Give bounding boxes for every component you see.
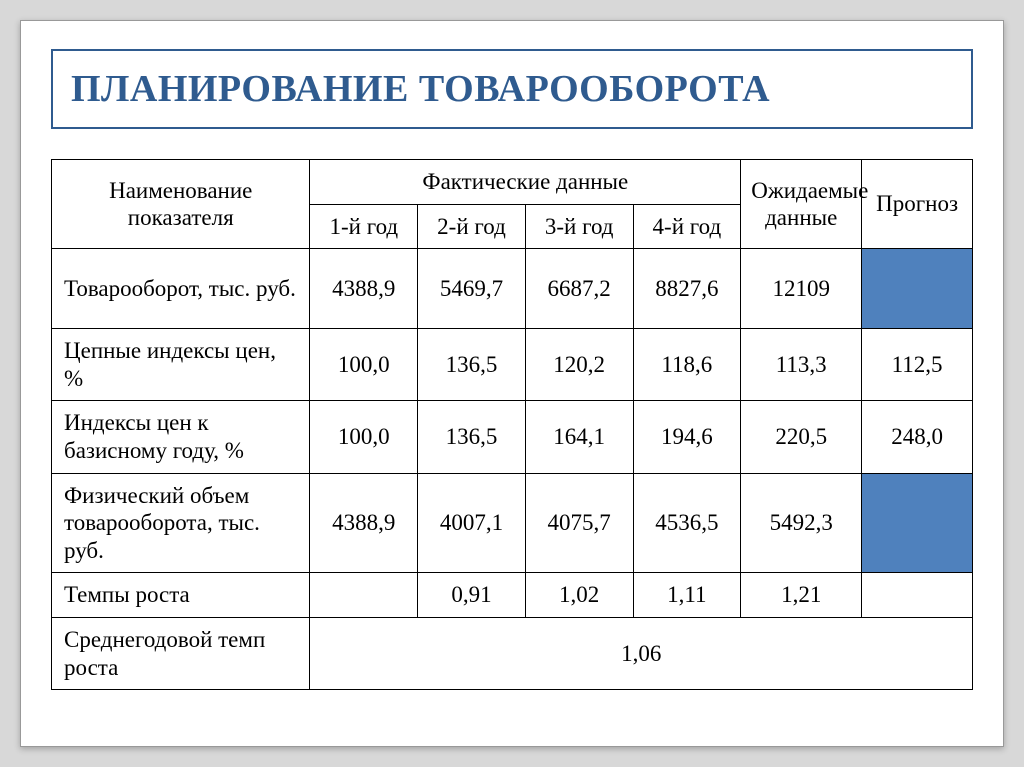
- table-row: Темпы роста 0,91 1,02 1,11 1,21: [52, 573, 973, 618]
- cell: 100,0: [310, 401, 418, 473]
- cell: 164,1: [525, 401, 633, 473]
- cell: 1,02: [525, 573, 633, 618]
- col-header-factual: Фактические данные: [310, 160, 741, 205]
- table-row: Физический объем товарооборота, тыс. руб…: [52, 473, 973, 573]
- col-header-expected: Ожидаемые данные: [741, 160, 862, 249]
- cell: 6687,2: [525, 249, 633, 329]
- row-label: Темпы роста: [52, 573, 310, 618]
- cell: [310, 573, 418, 618]
- table-row: Индексы цен к базисному году, % 100,0 13…: [52, 401, 973, 473]
- cell: 220,5: [741, 401, 862, 473]
- col-header-year-2: 2-й год: [418, 204, 526, 249]
- cell: 112,5: [862, 329, 973, 401]
- col-header-year-4: 4-й год: [633, 204, 741, 249]
- cell: 1,21: [741, 573, 862, 618]
- cell: 136,5: [418, 329, 526, 401]
- title-box: ПЛАНИРОВАНИЕ ТОВАРООБОРОТА: [51, 49, 973, 129]
- data-table: Наименование показателя Фактические данн…: [51, 159, 973, 690]
- cell: 4388,9: [310, 249, 418, 329]
- table-row: Цепные индексы цен, % 100,0 136,5 120,2 …: [52, 329, 973, 401]
- cell-forecast-blue: [862, 473, 973, 573]
- col-header-year-3: 3-й год: [525, 204, 633, 249]
- row-label: Цепные индексы цен, %: [52, 329, 310, 401]
- cell: 5492,3: [741, 473, 862, 573]
- cell: 12109: [741, 249, 862, 329]
- cell: 4007,1: [418, 473, 526, 573]
- cell: 5469,7: [418, 249, 526, 329]
- cell: 4075,7: [525, 473, 633, 573]
- cell: 1,11: [633, 573, 741, 618]
- row-label: Товарооборот, тыс. руб.: [52, 249, 310, 329]
- slide: ПЛАНИРОВАНИЕ ТОВАРООБОРОТА Наименование …: [20, 20, 1004, 747]
- summary-value: 1,06: [310, 617, 973, 689]
- cell: 120,2: [525, 329, 633, 401]
- cell: 194,6: [633, 401, 741, 473]
- col-header-label: Наименование показателя: [52, 160, 310, 249]
- row-label: Индексы цен к базисному году, %: [52, 401, 310, 473]
- slide-title: ПЛАНИРОВАНИЕ ТОВАРООБОРОТА: [71, 67, 953, 111]
- cell: 136,5: [418, 401, 526, 473]
- summary-label: Среднегодовой темп роста: [52, 617, 310, 689]
- col-header-year-1: 1-й год: [310, 204, 418, 249]
- cell-forecast-blue: [862, 249, 973, 329]
- cell: 248,0: [862, 401, 973, 473]
- cell: [862, 573, 973, 618]
- cell: 100,0: [310, 329, 418, 401]
- col-header-forecast: Прогноз: [862, 160, 973, 249]
- cell: 118,6: [633, 329, 741, 401]
- table-row: Товарооборот, тыс. руб. 4388,9 5469,7 66…: [52, 249, 973, 329]
- cell: 8827,6: [633, 249, 741, 329]
- cell: 113,3: [741, 329, 862, 401]
- row-label: Физический объем товарооборота, тыс. руб…: [52, 473, 310, 573]
- cell: 0,91: [418, 573, 526, 618]
- table-header-row-1: Наименование показателя Фактические данн…: [52, 160, 973, 205]
- table-summary-row: Среднегодовой темп роста 1,06: [52, 617, 973, 689]
- cell: 4388,9: [310, 473, 418, 573]
- cell: 4536,5: [633, 473, 741, 573]
